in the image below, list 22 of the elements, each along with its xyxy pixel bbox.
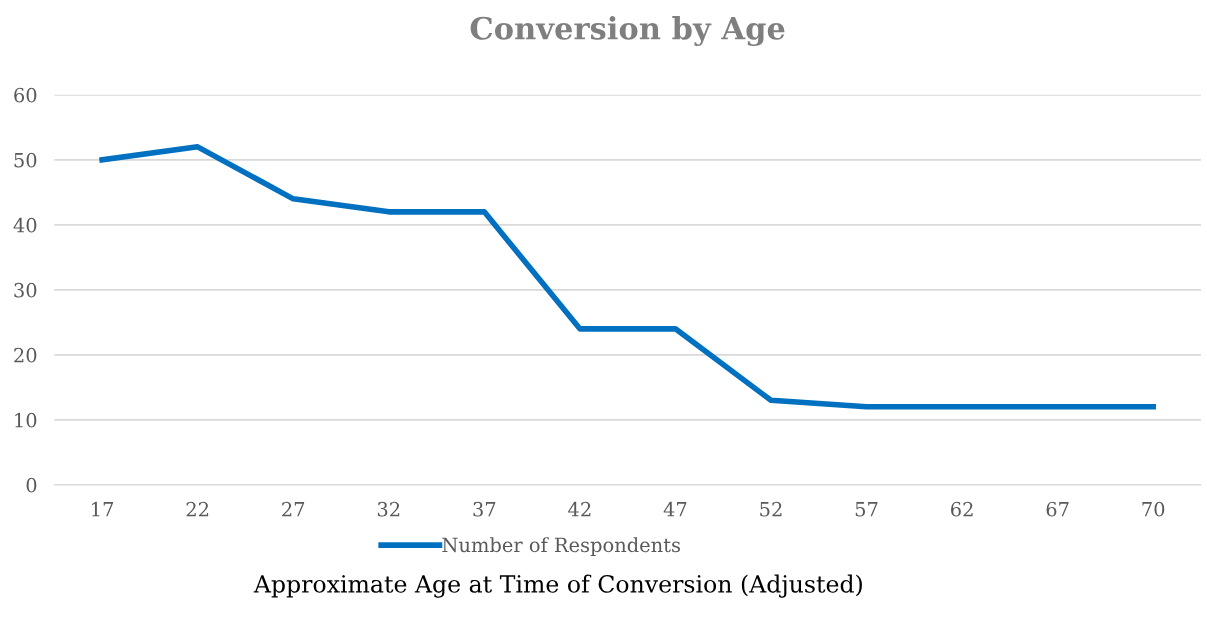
y-tick-label: 0 (26, 477, 37, 493)
y-tick-label: 10 (15, 412, 37, 428)
x-tick-label: 17 (92, 501, 114, 517)
y-tick-label: 30 (14, 282, 37, 298)
x-tick-label: 57 (855, 502, 878, 517)
y-tick-label: 60 (14, 87, 37, 103)
chart-title: Conversion by Age (470, 16, 785, 47)
y-tick-label: 40 (13, 217, 37, 233)
x-tick-label: 52 (760, 501, 782, 517)
x-tick-label: 42 (568, 501, 591, 517)
legend-label: Number of Respondents (442, 537, 680, 556)
x-tick-label: 67 (1046, 501, 1069, 517)
x-tick-label: 62 (951, 501, 973, 517)
x-axis-title: Approximate Age at Time of Conversion (Adjusted) (253, 574, 862, 598)
x-tick-label: 27 (282, 501, 305, 517)
x-tick-label: 70 (1142, 501, 1165, 517)
x-tick-label: 37 (473, 501, 496, 517)
x-tick-label: 32 (377, 501, 400, 517)
y-tick-label: 20 (14, 347, 37, 363)
x-tick-label: 22 (186, 501, 209, 517)
x-tick-label: 47 (663, 501, 687, 517)
y-tick-label: 50 (14, 152, 37, 168)
